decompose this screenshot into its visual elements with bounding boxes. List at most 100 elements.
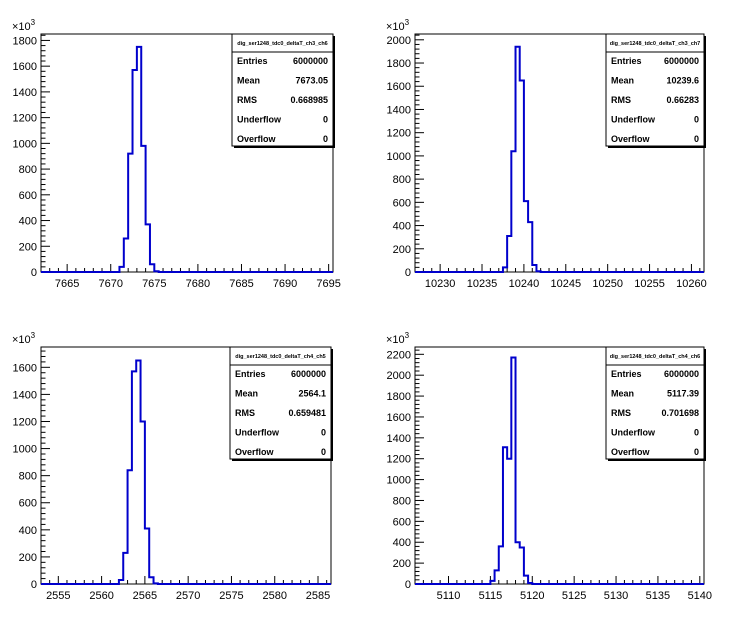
x-tick-label: 10235 bbox=[467, 278, 498, 290]
exponent-power: 3 bbox=[31, 18, 36, 27]
stats-value-overflow: 0 bbox=[694, 134, 699, 144]
y-tick-label: 0 bbox=[405, 579, 411, 591]
y-tick-label: 400 bbox=[393, 537, 411, 549]
stats-label-rms: RMS bbox=[611, 95, 631, 105]
y-tick-label: 1200 bbox=[13, 416, 37, 428]
stats-box-frame bbox=[229, 346, 332, 460]
y-tick-label: 400 bbox=[19, 216, 37, 228]
stats-box-frame bbox=[605, 346, 705, 460]
y-tick-label: 1400 bbox=[13, 87, 37, 99]
stats-label-rms: RMS bbox=[611, 408, 631, 418]
y-tick-label: 600 bbox=[393, 197, 411, 209]
stats-value-overflow: 0 bbox=[694, 447, 699, 457]
stats-value-underflow: 0 bbox=[694, 428, 699, 438]
stats-label-rms: RMS bbox=[237, 95, 257, 105]
stats-value-overflow: 0 bbox=[323, 134, 328, 144]
exponent-base: ×10 bbox=[386, 21, 405, 33]
stats-label-underflow: Underflow bbox=[611, 428, 656, 438]
y-tick-label: 1000 bbox=[13, 444, 37, 456]
y-tick-label: 800 bbox=[19, 471, 37, 483]
y-tick-label: 1400 bbox=[13, 389, 37, 401]
stats-value-rms: 0.668985 bbox=[290, 95, 328, 105]
x-tick-label: 7665 bbox=[55, 278, 79, 290]
y-tick-label: 1800 bbox=[387, 58, 411, 70]
y-tick-label: 2000 bbox=[387, 370, 411, 382]
x-tick-label: 10260 bbox=[676, 278, 707, 290]
y-tick-label: 2000 bbox=[387, 35, 411, 47]
histogram-pad-4: 0 200 400 600 800 1000 1200 1400 1600 1800 2000 220… bbox=[386, 331, 712, 602]
y-tick-label: 2200 bbox=[387, 349, 411, 361]
stats-value-underflow: 0 bbox=[694, 115, 699, 125]
stats-box: dig_ser1248_tdc0_deltaT_ch3_ch6 Entries 60… bbox=[231, 33, 335, 148]
x-tick-label: 2565 bbox=[133, 590, 157, 602]
y-tick-label: 200 bbox=[393, 244, 411, 256]
stats-label-overflow: Overflow bbox=[611, 134, 651, 144]
y-tick-label: 1600 bbox=[13, 61, 37, 73]
y-tick-label: 0 bbox=[31, 579, 37, 591]
x-tick-label: 2580 bbox=[262, 590, 286, 602]
stats-value-underflow: 0 bbox=[323, 115, 328, 125]
exponent-power: 3 bbox=[405, 331, 410, 340]
stats-label-underflow: Underflow bbox=[611, 115, 656, 125]
stats-value-overflow: 0 bbox=[321, 447, 326, 457]
stats-label-entries: Entries bbox=[611, 56, 642, 66]
y-exponent-label: ×103 bbox=[386, 18, 410, 33]
x-tick-label: 10255 bbox=[634, 278, 665, 290]
y-tick-label: 600 bbox=[19, 190, 37, 202]
y-tick-label: 1800 bbox=[13, 35, 37, 47]
x-tick-label: 5110 bbox=[437, 590, 461, 602]
stats-box-frame bbox=[605, 33, 705, 147]
stats-value-mean: 10239.6 bbox=[666, 76, 699, 86]
x-tick-label: 2585 bbox=[306, 590, 330, 602]
exponent-power: 3 bbox=[31, 331, 36, 340]
x-tick-label: 2570 bbox=[176, 590, 200, 602]
histogram-pad-1: 0 200 400 600 800 1000 1200 1400 1600 1800 7665 767… bbox=[12, 18, 341, 290]
y-tick-label: 200 bbox=[19, 241, 37, 253]
y-tick-label: 1800 bbox=[387, 391, 411, 403]
stats-box: dig_ser1248_tdc0_deltaT_ch4_ch6 Entries 60… bbox=[605, 346, 706, 461]
stats-title: dig_ser1248_tdc0_deltaT_ch4_ch5 bbox=[235, 354, 326, 360]
y-tick-label: 800 bbox=[393, 495, 411, 507]
stats-box: dig_ser1248_tdc0_deltaT_ch4_ch5 Entries 60… bbox=[229, 346, 333, 461]
x-tick-label: 10250 bbox=[592, 278, 623, 290]
stats-label-overflow: Overflow bbox=[235, 447, 275, 457]
histogram-pad-3: 0 200 400 600 800 1000 1200 1400 1600 2555 2560 256… bbox=[12, 331, 333, 602]
stats-title: dig_ser1248_tdc0_deltaT_ch4_ch6 bbox=[610, 354, 701, 360]
x-tick-label: 7680 bbox=[186, 278, 210, 290]
x-tick-label: 7675 bbox=[142, 278, 166, 290]
stats-value-entries: 6000000 bbox=[664, 56, 699, 66]
histogram-pad-2: 0 200 400 600 800 1000 1200 1400 1600 1800 2000 102… bbox=[386, 18, 707, 290]
stats-label-entries: Entries bbox=[237, 56, 268, 66]
stats-label-rms: RMS bbox=[235, 408, 255, 418]
x-tick-label: 5115 bbox=[479, 590, 503, 602]
exponent-power: 3 bbox=[405, 18, 410, 27]
stats-value-mean: 7673.05 bbox=[295, 76, 328, 86]
y-tick-label: 1600 bbox=[13, 362, 37, 374]
y-exponent-label: ×103 bbox=[12, 18, 36, 33]
y-tick-label: 400 bbox=[393, 221, 411, 233]
histogram-line bbox=[415, 45, 704, 273]
y-tick-label: 1600 bbox=[387, 412, 411, 424]
exponent-base: ×10 bbox=[386, 334, 405, 346]
y-tick-label: 0 bbox=[31, 267, 37, 279]
stats-box-frame bbox=[231, 33, 334, 147]
y-tick-label: 1000 bbox=[13, 138, 37, 150]
y-tick-label: 400 bbox=[19, 525, 37, 537]
stats-label-mean: Mean bbox=[237, 76, 260, 86]
stats-label-mean: Mean bbox=[235, 389, 258, 399]
x-tick-label: 5140 bbox=[688, 590, 712, 602]
stats-title: dig_ser1248_tdc0_deltaT_ch3_ch6 bbox=[237, 41, 328, 47]
stats-value-rms: 0.659481 bbox=[288, 408, 326, 418]
stats-label-mean: Mean bbox=[611, 389, 634, 399]
x-tick-label: 7690 bbox=[273, 278, 297, 290]
x-tick-label: 10245 bbox=[550, 278, 581, 290]
x-tick-label: 5135 bbox=[646, 590, 670, 602]
y-tick-label: 1200 bbox=[387, 454, 411, 466]
y-tick-label: 800 bbox=[19, 164, 37, 176]
x-tick-label: 7685 bbox=[229, 278, 253, 290]
x-tick-label: 5125 bbox=[562, 590, 586, 602]
y-tick-label: 1400 bbox=[387, 433, 411, 445]
x-tick-label: 7670 bbox=[98, 278, 122, 290]
stats-label-underflow: Underflow bbox=[235, 428, 280, 438]
histogram-bin bbox=[507, 459, 511, 584]
